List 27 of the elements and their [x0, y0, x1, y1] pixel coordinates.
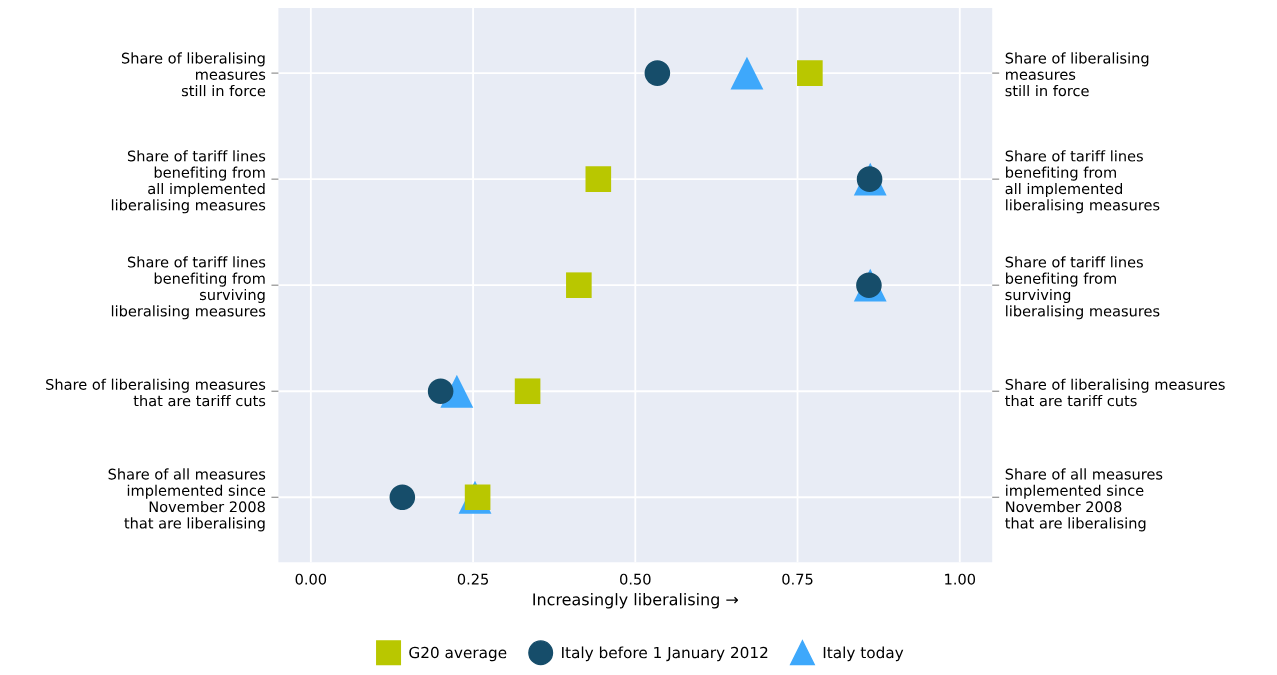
x-tick-label: 0.00	[295, 573, 327, 585]
x-tick-label: 0.50	[620, 573, 651, 585]
y-tick-label: Share of tariff lines benefiting from surviving liberalising measures	[1005, 256, 1160, 320]
point	[514, 378, 541, 405]
point	[797, 60, 823, 86]
y-tick-label: Share of all measures implemented since November 2008 that are liberalising	[1005, 468, 1163, 532]
x-tick-label: 0.75	[782, 573, 813, 585]
x-tick-label: 1.00	[945, 573, 976, 585]
x-axis-title: Increasingly liberalising →	[533, 593, 739, 609]
legend-label: Italy today	[823, 646, 904, 662]
point	[644, 60, 671, 86]
y2-tick-label: Share of tariff lines benefiting from all implemented liberalising measures	[111, 150, 266, 214]
y2-tick-label: Share of tariff lines benefiting from surviving liberalising measures	[111, 256, 266, 320]
point	[585, 166, 612, 192]
y-tick-label: Share of liberalising measures that are tariff cuts	[1005, 378, 1225, 407]
point	[730, 56, 764, 90]
y-tick-label: Share of tariff lines benefiting from all implemented liberalising measures	[1005, 150, 1160, 214]
point	[566, 272, 592, 298]
legend-label: Italy before 1 January 2012	[562, 646, 768, 662]
legend-label: G20 average	[409, 646, 507, 662]
y-tick-label: Share of liberalising measures still in force	[1005, 52, 1149, 97]
y2-tick-label: Share of liberalising measures that are tariff cuts	[46, 378, 266, 407]
y2-tick-label: Share of all measures implemented since November 2008 that are liberalising	[108, 468, 266, 532]
point	[389, 484, 416, 511]
point	[427, 378, 454, 405]
y2-tick-label: Share of liberalising measures still in force	[121, 52, 266, 97]
x-tick-label: 0.25	[457, 573, 489, 585]
